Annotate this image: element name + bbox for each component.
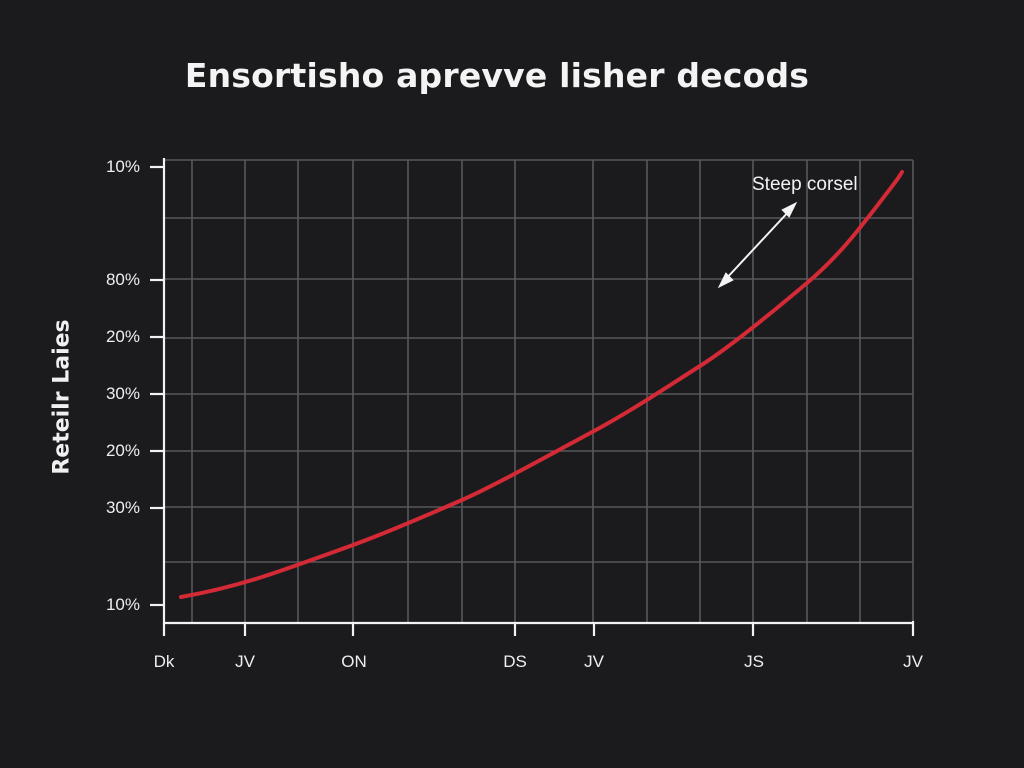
y-tick-label: 30% — [105, 498, 140, 517]
x-tick-label: JV — [903, 652, 923, 671]
x-tick-label: Dk — [153, 652, 175, 671]
y-tick-label: 20% — [105, 327, 140, 346]
y-tick-label: 10% — [105, 157, 140, 176]
chart-title: Ensortisho aprevve lisher decods — [184, 56, 810, 95]
y-tick-label: 80% — [105, 270, 140, 289]
y-tick-label: 10% — [105, 595, 140, 614]
x-tick-label: JV — [584, 652, 604, 671]
annotation-label: Steep corsel — [752, 174, 858, 195]
axes — [150, 158, 915, 636]
x-tick-label: ON — [341, 652, 367, 671]
y-tick-label: 20% — [105, 441, 140, 460]
x-tick-label: JV — [235, 652, 255, 671]
grid-vertical — [191, 160, 914, 623]
data-line — [179, 170, 904, 599]
x-tick-label: JS — [744, 652, 764, 671]
x-tick-label: DS — [503, 652, 527, 671]
annotation-double-arrow-icon — [717, 201, 798, 289]
y-tick-label: 30% — [105, 384, 140, 403]
grid-horizontal — [164, 159, 913, 563]
